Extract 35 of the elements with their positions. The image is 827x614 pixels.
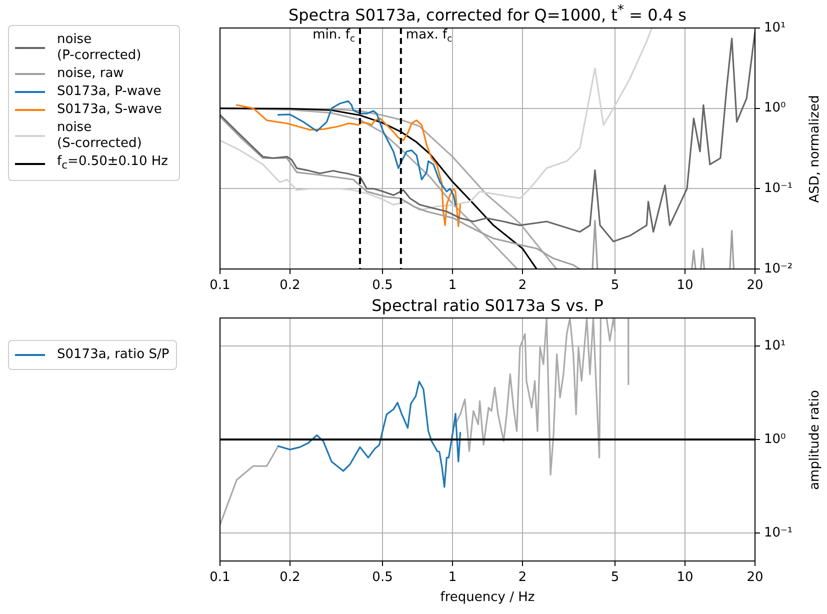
y-tick-label: 10¹ — [764, 20, 786, 36]
legend-label: S0173a, ratio S/P — [57, 347, 170, 362]
x-tick-label: 5 — [610, 278, 620, 294]
x-tick-label: 2 — [518, 278, 527, 294]
y-tick-label: 10⁻¹ — [764, 525, 793, 540]
x-tick-label: 0.1 — [210, 570, 230, 586]
y-axis-title: amplitude ratio — [808, 390, 822, 490]
x-tick-label: 20 — [746, 570, 764, 586]
y-tick-label: 10⁻¹ — [764, 181, 793, 196]
x-tick-label: 0.5 — [372, 278, 393, 294]
x-tick-label: 0.1 — [210, 278, 230, 294]
x-tick-label: 1 — [448, 570, 457, 586]
legend-label: S0173a, S-wave — [57, 102, 162, 117]
x-tick-label: 10 — [676, 570, 694, 586]
x-tick-label: 2 — [518, 570, 527, 586]
y-axis-title: ASD, normalized — [808, 94, 822, 202]
legend-label: f$_{c}$=0.50±0.10 Hz — [57, 154, 168, 172]
x-tick-label: 0.2 — [280, 278, 300, 294]
y-tick-label: 10⁰ — [764, 432, 786, 447]
legend-label: noise (P-corrected) — [57, 32, 142, 63]
x-tick-label: 10 — [676, 278, 694, 294]
chart-title: Spectra S0173a, corrected for Q=1000, t$^{*}$ = 0.4 s — [287, 3, 688, 24]
x-tick-label: 0.2 — [280, 570, 300, 586]
x-tick-label: 20 — [746, 278, 764, 294]
x-tick-label: 5 — [610, 570, 620, 586]
chart-title: Spectral ratio S0173a S vs. P — [370, 296, 604, 315]
x-axis-title: frequency / Hz — [439, 590, 536, 605]
legend-label: noise, raw — [57, 66, 124, 81]
legend-label: S0173a, P-wave — [57, 84, 162, 99]
legend-label: noise (S-corrected) — [57, 120, 142, 151]
x-tick-label: 1 — [448, 278, 457, 294]
y-tick-label: 10¹ — [764, 338, 786, 354]
y-tick-label: 10⁰ — [764, 100, 786, 116]
x-tick-label: 0.5 — [372, 570, 393, 586]
y-tick-label: 10⁻² — [764, 261, 793, 276]
